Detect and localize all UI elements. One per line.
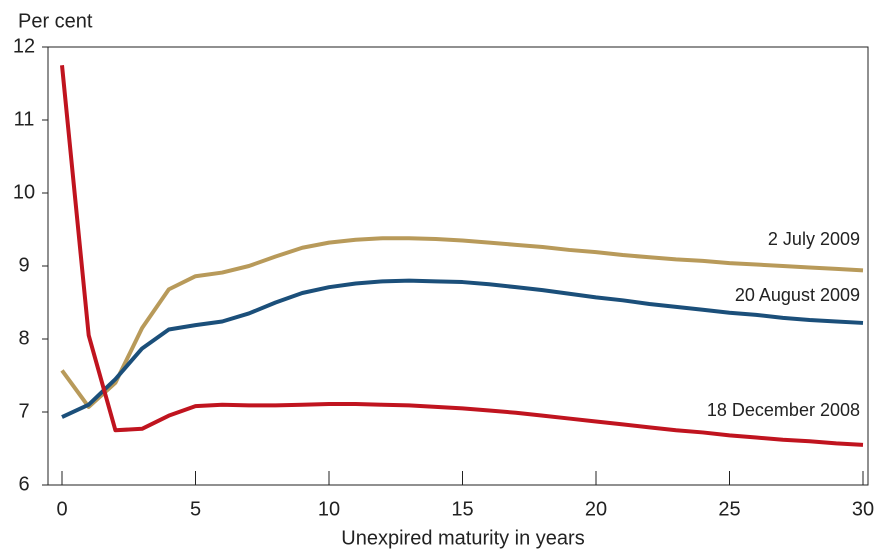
y-tick-label: 10 bbox=[13, 181, 35, 203]
series-label: 20 August 2009 bbox=[735, 285, 860, 305]
y-axis-label: Per cent bbox=[18, 10, 93, 32]
series-label: 2 July 2009 bbox=[768, 229, 860, 249]
x-axis-label: Unexpired maturity in years bbox=[341, 527, 584, 549]
series-label: 18 December 2008 bbox=[707, 400, 860, 420]
y-tick-label: 6 bbox=[18, 473, 29, 495]
series-line bbox=[60, 236, 864, 409]
y-tick-label: 8 bbox=[18, 327, 29, 349]
x-tick-label: 10 bbox=[318, 498, 340, 520]
y-tick-label: 11 bbox=[14, 108, 35, 130]
x-tick-label: 20 bbox=[585, 498, 607, 520]
y-tick-label: 7 bbox=[18, 400, 29, 422]
series-line bbox=[61, 278, 864, 419]
x-tick-label: 5 bbox=[190, 498, 201, 520]
series-line bbox=[60, 65, 864, 447]
y-tick-label: 12 bbox=[13, 35, 35, 57]
x-tick-label: 25 bbox=[718, 498, 740, 520]
x-tick-label: 30 bbox=[852, 498, 874, 520]
x-tick-label: 15 bbox=[451, 498, 473, 520]
x-tick-label: 0 bbox=[56, 498, 67, 520]
y-tick-label: 9 bbox=[18, 254, 29, 276]
